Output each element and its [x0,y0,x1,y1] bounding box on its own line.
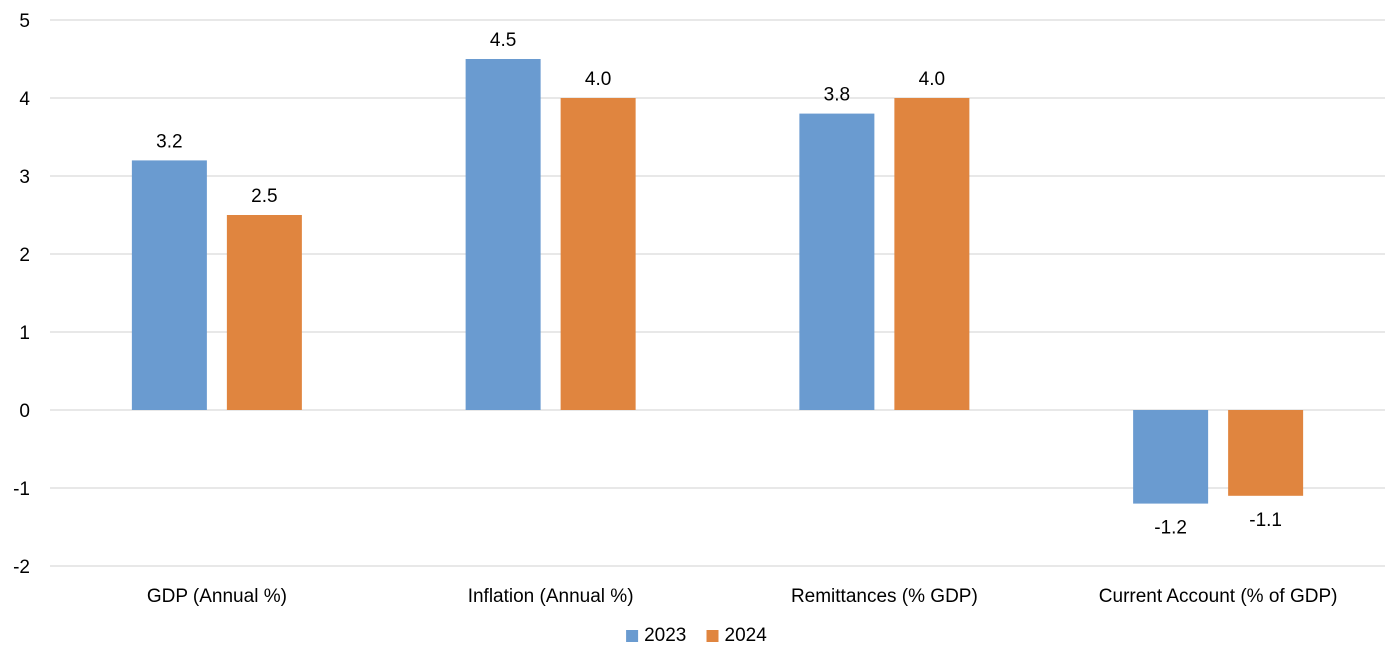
data-labels: 3.2 2.5 4.5 4.0 3.8 4.0 -1.2 -1.1 [156,30,1282,539]
bar-2024-3 [1228,410,1304,496]
y-axis-tick-labels: 5 4 3 2 1 0 -1 -2 [13,11,30,578]
bar-2023-0 [131,160,207,410]
category-label: Inflation (Annual %) [468,586,634,607]
legend: 2023 2024 [626,625,767,646]
category-label: Current Account (% of GDP) [1099,586,1338,607]
bar-2024-2 [894,98,970,410]
y-tick-label: 2 [19,245,30,266]
legend-label: 2023 [644,625,686,646]
bar-2023-3 [1133,410,1209,504]
y-tick-label: -1 [13,479,30,500]
y-tick-label: -2 [13,557,30,578]
y-tick-label: 1 [19,323,30,344]
legend-label: 2024 [725,625,768,646]
bar-2024-1 [560,98,636,410]
legend-swatch-2024 [706,630,719,642]
data-label: 4.5 [490,30,516,51]
bar-2024-0 [226,215,302,410]
category-labels: GDP (Annual %) Inflation (Annual %) Remitt… [147,586,1338,607]
bar-2023-2 [799,113,875,410]
data-label: -1.2 [1154,518,1187,539]
legend-swatch-2023 [626,630,639,642]
category-label: GDP (Annual %) [147,586,287,607]
data-label: -1.1 [1249,510,1282,531]
bar-2023-1 [465,59,541,410]
data-label: 4.0 [585,69,611,90]
bars [131,59,1304,504]
data-label: 3.2 [156,131,182,152]
category-label: Remittances (% GDP) [791,586,978,607]
y-tick-label: 3 [19,167,30,188]
y-tick-label: 4 [19,89,30,110]
y-tick-label: 0 [19,401,30,422]
y-tick-label: 5 [19,11,30,32]
data-label: 4.0 [919,69,945,90]
data-label: 2.5 [251,186,277,207]
data-label: 3.8 [824,85,850,106]
